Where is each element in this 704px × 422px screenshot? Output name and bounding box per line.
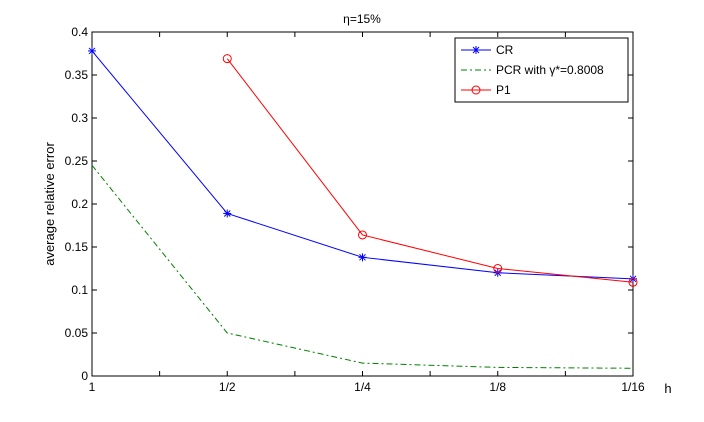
data-point-p1	[222, 54, 232, 64]
legend: CR PCR with γ*=0.8008 P1	[454, 37, 629, 103]
y-tick-label: 0.05	[65, 326, 89, 340]
y-tick-label: 0	[81, 369, 88, 383]
x-axis-label: h	[664, 381, 671, 396]
legend-label: P1	[496, 83, 511, 97]
y-axis-label: average relative error	[42, 142, 57, 266]
legend-box	[454, 37, 629, 103]
y-tick-label: 0.2	[71, 197, 88, 211]
legend-marker	[472, 46, 480, 54]
data-point-p1	[358, 230, 367, 240]
legend-entry-pcr: PCR with γ*=0.8008	[461, 63, 604, 77]
legend-label: PCR with γ*=0.8008	[496, 63, 604, 77]
data-point-p1	[628, 277, 638, 287]
data-point-p1	[493, 264, 503, 273]
x-tick-label: 1	[89, 380, 96, 394]
x-tick-label: 1/16	[621, 380, 645, 394]
legend-entry-p1: P1	[461, 83, 511, 97]
data-point-cr	[223, 209, 232, 218]
series-layer	[88, 46, 638, 369]
series-line-p1	[226, 58, 634, 283]
data-point-cr	[358, 253, 367, 262]
y-axis-ticks: 0 0.05 0.1 0.15 0.2 0.25 0.3 0.35 0.4	[65, 25, 633, 383]
series-pcr	[91, 164, 634, 369]
y-tick-label: 0.25	[65, 154, 89, 168]
series-line-pcr	[91, 164, 634, 369]
x-tick-label: 1/8	[489, 380, 506, 394]
chart-title: η=15%	[343, 12, 381, 26]
x-axis-ticks: 1 1/2 1/4 1/8 1/16	[89, 32, 645, 394]
legend-label: CR	[496, 43, 514, 57]
y-tick-label: 0.4	[71, 25, 88, 39]
legend-marker	[471, 85, 481, 95]
y-tick-label: 0.3	[71, 111, 88, 125]
y-tick-label: 0.15	[65, 240, 89, 254]
series-p1	[222, 54, 638, 287]
x-tick-label: 1/4	[354, 380, 371, 394]
data-point-cr	[88, 46, 96, 55]
y-tick-label: 0.1	[71, 283, 88, 297]
y-tick-label: 0.35	[65, 68, 89, 82]
legend-entry-cr: CR	[461, 43, 514, 57]
x-tick-label: 1/2	[219, 380, 236, 394]
